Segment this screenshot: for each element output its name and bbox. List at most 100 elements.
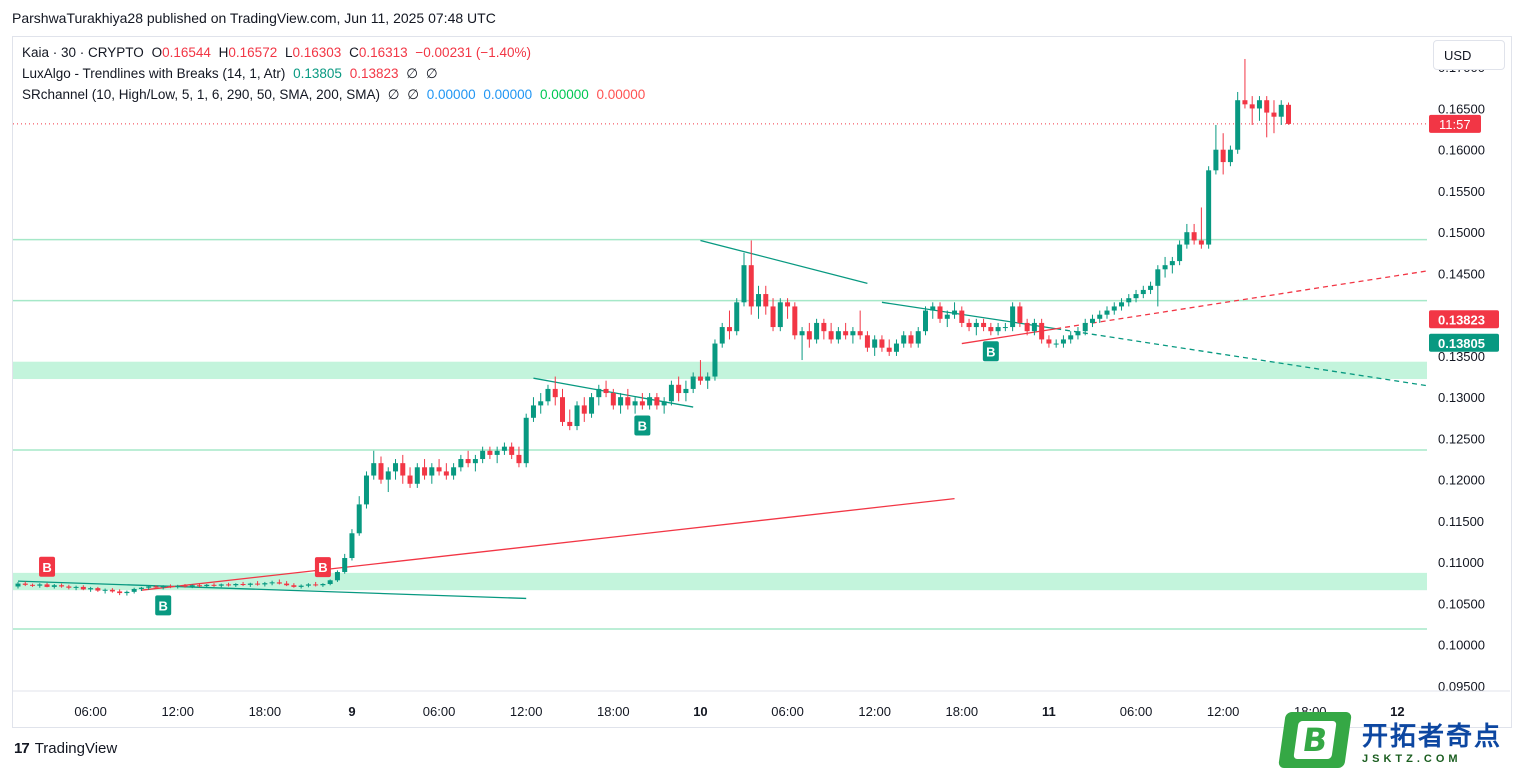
y-axis-tick-label: 0.15000 — [1438, 225, 1485, 240]
tradingview-logo-icon[interactable]: 17 — [14, 740, 30, 757]
indicator-price-value: 0.13823 — [1438, 312, 1485, 327]
candle-body — [342, 558, 348, 573]
indicator-price-value: 0.13805 — [1438, 336, 1485, 351]
legend-close-value: 0.16313 — [358, 45, 408, 60]
candle-body — [487, 450, 493, 455]
candle-body — [668, 384, 674, 402]
candle-body — [66, 586, 72, 588]
candle-body — [785, 302, 791, 307]
luxalgo-value-1: 0.13805 — [293, 66, 342, 81]
candle-body — [879, 339, 885, 348]
trendline — [141, 497, 955, 591]
candle-body — [211, 584, 217, 586]
footer: 17 TradingView — [14, 740, 117, 757]
srchannel-value-2: ∅ — [407, 87, 420, 102]
candle-body — [741, 265, 747, 303]
candle-body — [22, 583, 28, 585]
x-axis-tick-label: 12:00 — [510, 704, 543, 719]
candle-body — [1060, 339, 1066, 344]
candle-body — [574, 405, 580, 427]
sell-signal-label — [314, 557, 331, 578]
currency-button[interactable]: USD — [1433, 40, 1505, 70]
x-axis-tick-label: 9 — [348, 704, 355, 719]
candle-body — [226, 584, 232, 586]
candle-body — [1213, 149, 1219, 171]
candle-body — [1104, 310, 1110, 315]
candle-body — [821, 322, 827, 332]
candle-body — [218, 584, 224, 586]
candle-body — [465, 459, 471, 464]
candle-body — [1162, 265, 1168, 270]
x-axis-tick-label: 10 — [693, 704, 707, 719]
x-axis-tick-label: 06:00 — [1120, 704, 1153, 719]
x-axis-tick-label: 12:00 — [858, 704, 891, 719]
luxalgo-name[interactable]: LuxAlgo - Trendlines with Breaks (14, 1,… — [22, 66, 286, 81]
candle-body — [523, 417, 529, 464]
y-axis-tick-label: 0.11500 — [1438, 514, 1484, 529]
candle-body — [233, 584, 239, 586]
candle-body — [422, 467, 428, 476]
y-axis-tick-label: 0.10500 — [1438, 596, 1485, 611]
x-axis-tick-label: 06:00 — [423, 704, 456, 719]
srchannel-name[interactable]: SRchannel (10, High/Low, 5, 1, 6, 290, 5… — [22, 87, 380, 102]
candle-body — [240, 584, 246, 586]
watermark-url: JSKTZ.COM — [1362, 752, 1462, 765]
candle-body — [284, 583, 290, 586]
candle-body — [414, 467, 420, 484]
candle-body — [153, 586, 159, 588]
y-axis-tick-label: 0.12000 — [1438, 473, 1485, 488]
luxalgo-value-2: 0.13823 — [349, 66, 399, 81]
candle-body — [589, 397, 595, 414]
candle-body — [501, 446, 507, 451]
candle-body — [995, 327, 1001, 332]
candle-body — [124, 591, 130, 594]
candle-body — [1119, 302, 1125, 307]
buy-signal-label — [982, 341, 999, 362]
candle-body — [726, 327, 732, 332]
candle-body — [516, 454, 522, 464]
candle-body — [1220, 149, 1226, 163]
candle-body — [1242, 100, 1248, 105]
candle-body — [59, 585, 65, 587]
y-axis-tick-label: 0.10000 — [1438, 638, 1485, 653]
candle-body — [538, 401, 544, 406]
candle-body — [618, 397, 624, 406]
legend-symbol[interactable]: Kaia · 30 · CRYPTO — [22, 45, 144, 60]
srchannel-value-1: ∅ — [387, 87, 400, 102]
current-price-countdown: 11:57 — [1439, 117, 1471, 132]
candle-body — [697, 376, 703, 381]
candle-body — [95, 588, 101, 591]
indicator-price-badge — [1429, 310, 1499, 329]
candle-body — [247, 583, 253, 585]
candle-body — [472, 459, 478, 464]
tradingview-brand[interactable]: TradingView — [34, 740, 118, 757]
candle-body — [138, 587, 144, 589]
candle-body — [371, 463, 377, 476]
candle-body — [1235, 100, 1241, 150]
published-line: ParshwaTurakhiya28 published on TradingV… — [12, 10, 496, 26]
candle-body — [647, 397, 653, 406]
watermark-name: 开拓者奇点 — [1362, 721, 1503, 752]
candle-body — [835, 331, 841, 340]
candle-body — [973, 322, 979, 328]
buy-signal-label — [634, 415, 651, 436]
signal-letter: B — [159, 598, 168, 613]
candle-body — [204, 584, 210, 587]
candle-body — [893, 343, 899, 352]
candle-body — [1227, 149, 1233, 163]
y-axis-tick-label: 0.11000 — [1438, 555, 1484, 570]
candle-body — [1264, 100, 1270, 113]
candle-body — [291, 585, 297, 587]
candle-body — [632, 401, 638, 406]
candle-body — [1068, 335, 1074, 340]
candle-body — [197, 585, 202, 587]
x-axis-tick-label: 06:00 — [771, 704, 804, 719]
candle-body — [1010, 306, 1016, 328]
legend-high-value: 0.16572 — [228, 45, 278, 60]
candle-body — [1191, 232, 1197, 241]
candle-body — [131, 588, 137, 592]
candle-body — [363, 475, 369, 505]
candle-body — [1184, 232, 1190, 245]
x-axis-tick-label: 11 — [1042, 704, 1056, 719]
